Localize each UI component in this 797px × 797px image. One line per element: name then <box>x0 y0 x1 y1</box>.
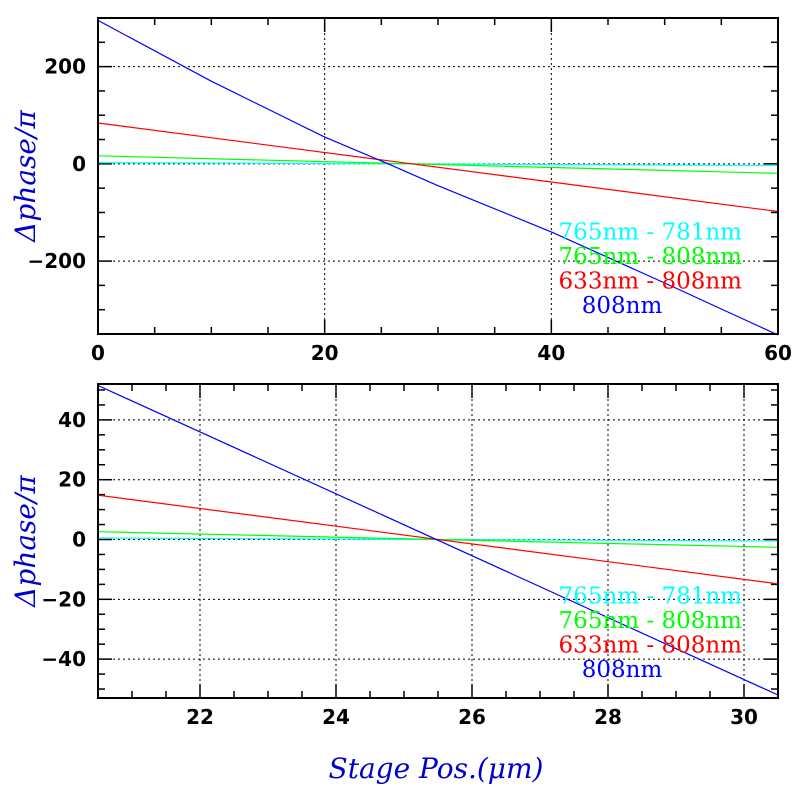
series-line-2 <box>97 494 779 585</box>
legend-entry-3: 808nm <box>582 657 663 683</box>
legend-entry-0: 765nm - 781nm <box>559 220 743 246</box>
x-tick-label: 28 <box>594 705 622 729</box>
y-tick-label: −20 <box>41 587 86 611</box>
y-tick-label: 20 <box>58 468 86 492</box>
y-tick-label: −200 <box>27 249 86 273</box>
bottom-tick-marks <box>98 384 778 698</box>
series-line-1 <box>97 155 779 174</box>
top-tick-marks <box>98 18 778 334</box>
y-tick-label: 200 <box>44 55 86 79</box>
legend-entry-2: 633nm - 808nm <box>559 269 743 295</box>
bottom-x-tick-labels: 22 24 26 28 30 <box>186 705 758 729</box>
legend-entry-2: 633nm - 808nm <box>559 633 743 659</box>
x-tick-label: 0 <box>91 341 105 365</box>
legend-entry-1: 765nm - 808nm <box>559 608 743 634</box>
x-tick-label: 60 <box>764 341 792 365</box>
y-tick-label: 0 <box>72 528 86 552</box>
top-x-tick-labels: 0 20 40 60 <box>91 341 792 365</box>
top-series-lines <box>97 19 779 336</box>
series-line-3 <box>97 384 779 696</box>
bottom-y-tick-labels: 40 20 0 −20 −40 <box>41 408 86 671</box>
x-tick-label: 40 <box>537 341 565 365</box>
x-tick-label: 24 <box>322 705 350 729</box>
bottom-series-lines <box>97 384 779 696</box>
x-tick-label: 22 <box>186 705 214 729</box>
legend-entry-1: 765nm - 808nm <box>559 244 743 270</box>
x-tick-label: 30 <box>730 705 758 729</box>
bottom-gridlines <box>98 384 778 698</box>
y-tick-label: 40 <box>58 408 86 432</box>
top-plot-frame <box>97 17 779 335</box>
top-panel: 0 20 40 60 200 0 −200 Δphase/π 765nm - 781nm7… <box>9 17 792 365</box>
y-tick-label: 0 <box>72 152 86 176</box>
bottom-plot-frame <box>97 383 779 699</box>
bottom-panel: 22 24 26 28 30 40 20 0 −20 −40 Δphase/π 765nm - … <box>9 383 779 785</box>
legend-entry-3: 808nm <box>582 293 663 319</box>
top-y-tick-labels: 200 0 −200 <box>27 55 86 273</box>
x-axis-title: Stage Pos.(μm) <box>329 752 544 785</box>
x-tick-label: 26 <box>458 705 486 729</box>
top-y-axis-title: Δphase/π <box>9 110 42 243</box>
bottom-y-axis-title: Δphase/π <box>9 475 42 608</box>
series-line-2 <box>97 122 779 213</box>
y-tick-label: −40 <box>41 647 86 671</box>
legend-entry-0: 765nm - 781nm <box>559 584 743 610</box>
series-line-3 <box>97 19 779 336</box>
x-tick-label: 20 <box>311 341 339 365</box>
